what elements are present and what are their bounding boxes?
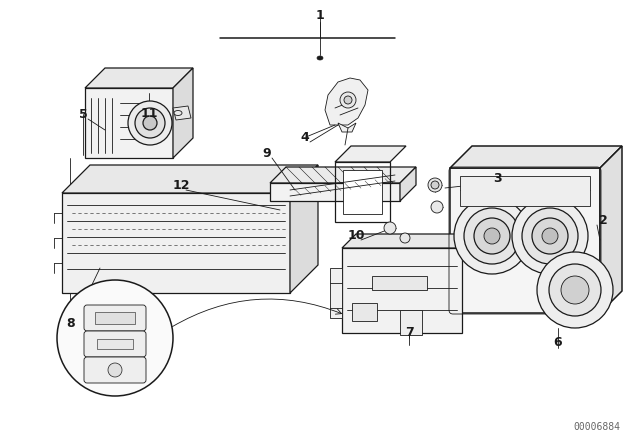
Text: 1: 1 (316, 9, 324, 22)
Circle shape (484, 228, 500, 244)
Polygon shape (173, 68, 193, 158)
FancyBboxPatch shape (84, 357, 146, 383)
Polygon shape (290, 165, 318, 293)
Ellipse shape (317, 56, 323, 60)
Circle shape (561, 276, 589, 304)
Text: 4: 4 (301, 130, 309, 143)
Bar (343, 170, 382, 214)
Polygon shape (62, 165, 318, 193)
Circle shape (532, 218, 568, 254)
Polygon shape (600, 146, 622, 313)
Text: 00006884: 00006884 (573, 422, 620, 432)
Circle shape (340, 92, 356, 108)
Polygon shape (85, 68, 193, 88)
Circle shape (108, 363, 122, 377)
Polygon shape (335, 146, 406, 162)
Bar (450, 168, 600, 313)
Circle shape (454, 198, 530, 274)
Bar (460, 176, 590, 206)
Bar (270, 183, 400, 201)
Circle shape (128, 101, 172, 145)
Polygon shape (400, 167, 416, 201)
Circle shape (57, 280, 173, 396)
Polygon shape (330, 268, 342, 318)
Polygon shape (173, 106, 191, 120)
Bar (62, 193, 290, 293)
Circle shape (474, 218, 510, 254)
Circle shape (428, 178, 442, 192)
Circle shape (400, 233, 410, 243)
Text: 9: 9 (262, 146, 271, 159)
Circle shape (431, 181, 439, 189)
Text: 5: 5 (79, 108, 88, 121)
Ellipse shape (174, 111, 182, 116)
Circle shape (431, 201, 443, 213)
Circle shape (344, 96, 352, 104)
Polygon shape (342, 234, 476, 248)
Bar (85, 88, 173, 158)
Bar (97, 339, 133, 349)
Circle shape (512, 198, 588, 274)
Bar (372, 276, 427, 290)
Polygon shape (338, 123, 356, 132)
Text: 6: 6 (554, 336, 563, 349)
Circle shape (549, 264, 601, 316)
Text: 3: 3 (493, 172, 501, 185)
Circle shape (143, 116, 157, 130)
Text: 12: 12 (172, 178, 189, 191)
Circle shape (384, 222, 396, 234)
Bar (95, 312, 135, 324)
Text: 2: 2 (598, 214, 607, 227)
Text: 11: 11 (140, 107, 157, 120)
FancyBboxPatch shape (84, 305, 146, 331)
Polygon shape (325, 78, 368, 125)
Bar (352, 303, 377, 321)
Bar (400, 310, 422, 335)
Polygon shape (270, 167, 416, 183)
Circle shape (464, 208, 520, 264)
Bar (342, 248, 462, 333)
Circle shape (542, 228, 558, 244)
Text: 7: 7 (404, 326, 413, 339)
Circle shape (522, 208, 578, 264)
Bar (335, 162, 390, 222)
Polygon shape (450, 146, 622, 168)
Text: 10: 10 (348, 228, 365, 241)
FancyBboxPatch shape (84, 331, 146, 357)
Circle shape (135, 108, 165, 138)
Text: 8: 8 (67, 316, 76, 329)
Circle shape (537, 252, 613, 328)
